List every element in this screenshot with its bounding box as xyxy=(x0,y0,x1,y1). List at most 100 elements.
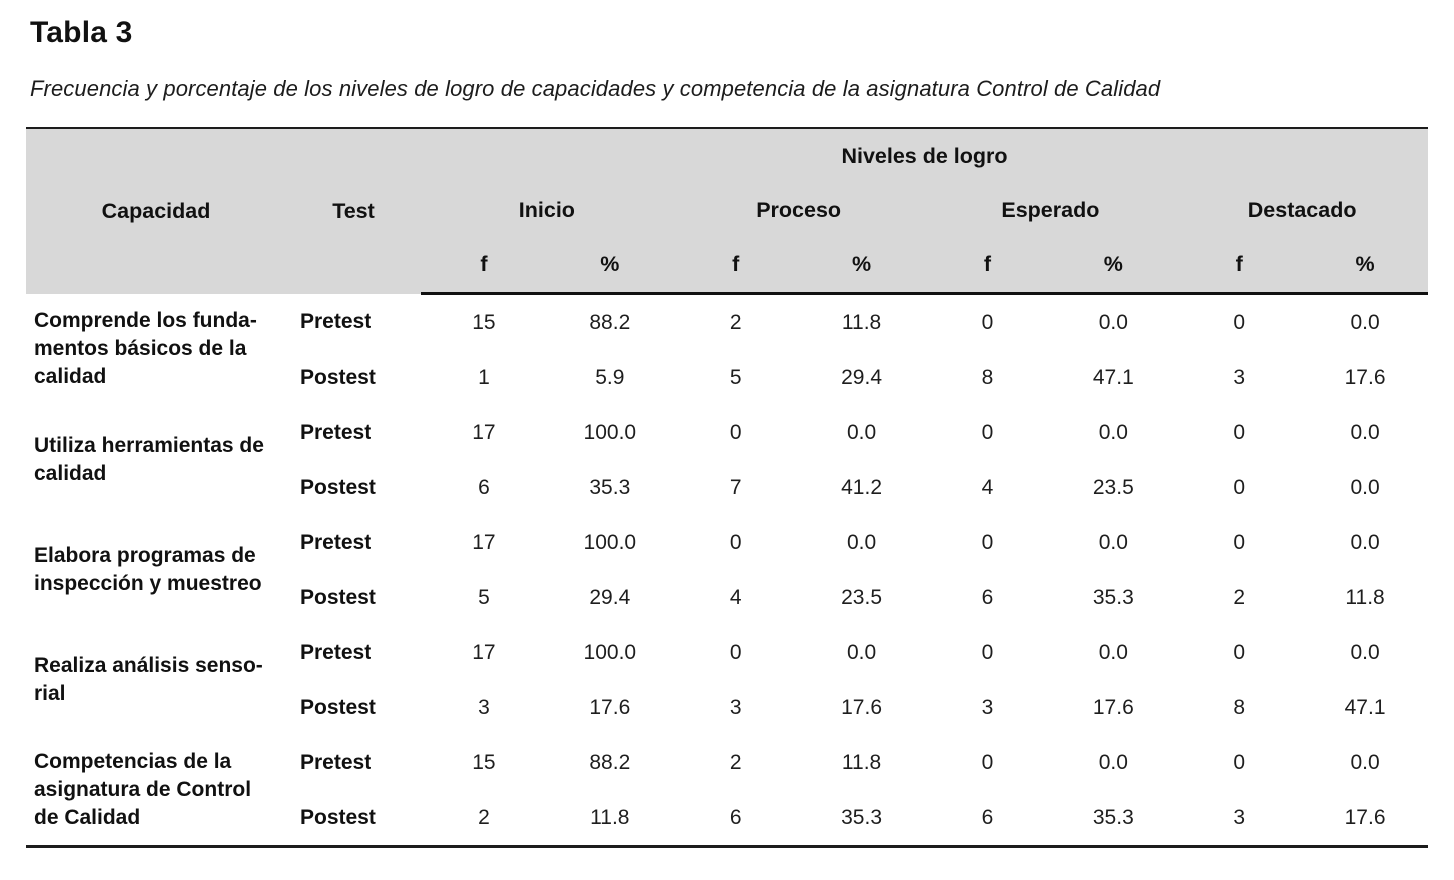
value-cell: 0 xyxy=(1176,625,1303,680)
value-cell: 11.8 xyxy=(798,735,925,790)
value-cell: 3 xyxy=(421,680,547,735)
subcol-f: f xyxy=(924,237,1051,295)
test-cell: Pretest xyxy=(286,405,421,460)
test-cell: Postest xyxy=(286,570,421,625)
value-cell: 6 xyxy=(421,460,547,515)
value-cell: 5 xyxy=(672,350,799,405)
test-cell: Pretest xyxy=(286,735,421,790)
value-cell: 17.6 xyxy=(1302,350,1428,405)
value-cell: 35.3 xyxy=(1050,570,1177,625)
table-row: Postest 6 35.3 7 41.2 4 23.5 0 0.0 xyxy=(26,460,1428,515)
value-cell: 5.9 xyxy=(546,350,673,405)
col-header-destacado: Destacado xyxy=(1176,183,1428,237)
value-cell: 0 xyxy=(672,625,799,680)
test-cell: Postest xyxy=(286,460,421,515)
value-cell: 0 xyxy=(1176,405,1303,460)
value-cell: 23.5 xyxy=(798,570,925,625)
table-row: Postest 3 17.6 3 17.6 3 17.6 8 47.1 xyxy=(26,680,1428,735)
value-cell: 17.6 xyxy=(1302,790,1428,847)
value-cell: 0.0 xyxy=(1302,460,1428,515)
test-cell: Postest xyxy=(286,680,421,735)
header-row-group: Capacidad Test Niveles de logro xyxy=(26,128,1428,294)
table-row: Comprende los funda- mentos básicos de l… xyxy=(26,293,1428,405)
value-cell: 2 xyxy=(1176,570,1303,625)
value-cell: 0.0 xyxy=(1302,405,1428,460)
value-cell: 2 xyxy=(421,790,547,847)
value-cell: 0 xyxy=(1176,515,1303,570)
value-cell: 15 xyxy=(421,293,547,350)
subcol-f: f xyxy=(1176,237,1303,295)
value-cell: 6 xyxy=(924,790,1051,847)
value-cell: 0 xyxy=(924,293,1051,350)
col-header-esperado: Esperado xyxy=(924,183,1177,237)
value-cell: 4 xyxy=(924,460,1051,515)
capacity-cell: Elabora programas de inspección y muestr… xyxy=(26,515,286,625)
value-cell: 88.2 xyxy=(546,735,673,790)
value-cell: 0 xyxy=(1176,460,1303,515)
table-row: Postest 1 5.9 5 29.4 8 47.1 3 17.6 xyxy=(26,350,1428,405)
table-row: Realiza análisis senso- rial Pretest 17 … xyxy=(26,625,1428,735)
value-cell: 41.2 xyxy=(798,460,925,515)
value-cell: 17.6 xyxy=(1050,680,1177,735)
value-cell: 11.8 xyxy=(798,293,925,350)
value-cell: 0.0 xyxy=(1302,735,1428,790)
col-header-test: Test xyxy=(286,128,421,294)
value-cell: 7 xyxy=(672,460,799,515)
value-cell: 100.0 xyxy=(546,405,673,460)
value-cell: 0 xyxy=(924,735,1051,790)
value-cell: 35.3 xyxy=(1050,790,1177,847)
table-body: Comprende los funda- mentos básicos de l… xyxy=(26,293,1428,847)
value-cell: 6 xyxy=(672,790,799,847)
header-row-subcolumns: f % f % f % f % xyxy=(26,237,1428,295)
table-subtitle: Frecuencia y porcentaje de los niveles d… xyxy=(30,76,1161,101)
subcol-pct: % xyxy=(546,237,673,295)
test-cell: Pretest xyxy=(286,515,421,570)
value-cell: 11.8 xyxy=(546,790,673,847)
value-cell: 0.0 xyxy=(798,625,925,680)
value-cell: 15 xyxy=(421,735,547,790)
value-cell: 0 xyxy=(924,515,1051,570)
table-title: Tabla 3 xyxy=(30,16,133,49)
value-cell: 0 xyxy=(672,515,799,570)
value-cell: 8 xyxy=(1176,680,1303,735)
value-cell: 29.4 xyxy=(798,350,925,405)
value-cell: 3 xyxy=(672,680,799,735)
value-cell: 0 xyxy=(1176,293,1303,350)
capacity-cell: Realiza análisis senso- rial xyxy=(26,625,286,735)
value-cell: 5 xyxy=(421,570,547,625)
value-cell: 88.2 xyxy=(546,293,673,350)
value-cell: 0.0 xyxy=(1302,515,1428,570)
value-cell: 35.3 xyxy=(798,790,925,847)
value-cell: 23.5 xyxy=(1050,460,1177,515)
value-cell: 0 xyxy=(672,405,799,460)
test-cell: Postest xyxy=(286,350,421,405)
value-cell: 29.4 xyxy=(546,570,673,625)
value-cell: 100.0 xyxy=(546,515,673,570)
value-cell: 2 xyxy=(672,293,799,350)
value-cell: 6 xyxy=(924,570,1051,625)
value-cell: 0.0 xyxy=(1050,625,1177,680)
value-cell: 0.0 xyxy=(1302,293,1428,350)
value-cell: 2 xyxy=(672,735,799,790)
value-cell: 17 xyxy=(421,405,547,460)
value-cell: 0.0 xyxy=(1050,405,1177,460)
value-cell: 17.6 xyxy=(546,680,673,735)
table-row: Postest 5 29.4 4 23.5 6 35.3 2 11.8 xyxy=(26,570,1428,625)
value-cell: 0.0 xyxy=(1050,515,1177,570)
frequency-table: Capacidad Test Niveles de logro Inicio P… xyxy=(26,127,1428,848)
value-cell: 0 xyxy=(924,405,1051,460)
value-cell: 0.0 xyxy=(798,405,925,460)
value-cell: 3 xyxy=(1176,790,1303,847)
value-cell: 100.0 xyxy=(546,625,673,680)
capacity-cell: Competencias de la asignatura de Control… xyxy=(26,735,286,847)
table-header: Capacidad Test Niveles de logro Inicio P… xyxy=(26,128,1428,295)
value-cell: 0.0 xyxy=(798,515,925,570)
capacity-cell: Comprende los funda- mentos básicos de l… xyxy=(26,293,286,405)
table-row: Competencias de la asignatura de Control… xyxy=(26,735,1428,847)
value-cell: 3 xyxy=(1176,350,1303,405)
test-cell: Postest xyxy=(286,790,421,847)
value-cell: 35.3 xyxy=(546,460,673,515)
test-cell: Pretest xyxy=(286,625,421,680)
value-cell: 17 xyxy=(421,515,547,570)
